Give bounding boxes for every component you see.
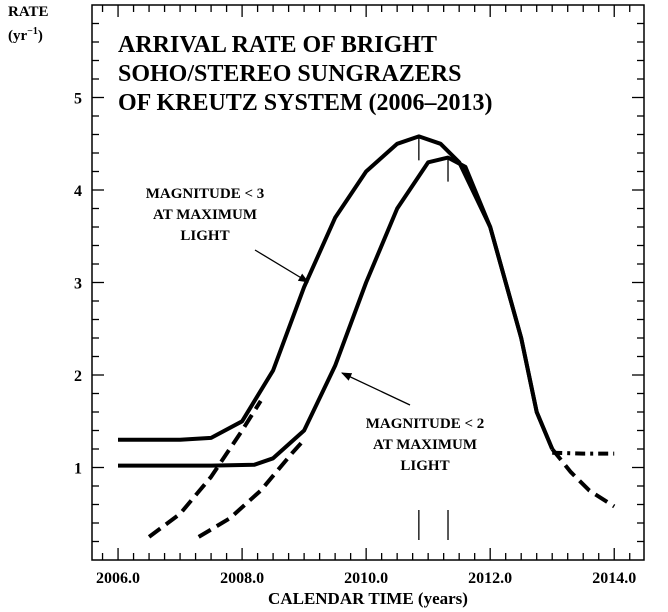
line: [118, 134, 555, 450]
line: [118, 155, 555, 468]
y-tick-label: 2: [74, 368, 82, 385]
arrow: [254, 249, 309, 283]
x-tick-label: 2010.0: [344, 570, 388, 587]
chart-title: OF KREUTZ SYSTEM (2006–2013): [118, 90, 492, 116]
line: [550, 447, 616, 509]
y-tick-label: 5: [74, 91, 82, 108]
y-tick-label: 1: [74, 461, 82, 478]
chart-title: ARRIVAL RATE OF BRIGHT: [118, 32, 437, 58]
annotation: LIGHT: [400, 458, 449, 474]
line: [552, 450, 615, 456]
x-tick-label: 2006.0: [96, 570, 140, 587]
line: [147, 399, 263, 539]
x-tick-label: 2014.0: [592, 570, 636, 587]
unit-close: ): [38, 28, 43, 44]
y-tick-label: 3: [74, 276, 82, 293]
arrow: [341, 372, 411, 406]
x-axis-label: CALENDAR TIME (years): [268, 589, 468, 608]
annotation: AT MAXIMUM: [153, 207, 257, 223]
y-tick-label: 4: [74, 183, 82, 200]
unit-base: (yr: [8, 28, 27, 44]
annotation: LIGHT: [180, 228, 229, 244]
y-axis-label: RATE: [8, 4, 49, 20]
x-tick-label: 2012.0: [468, 570, 512, 587]
unit-exponent: −1: [27, 26, 38, 37]
line: [197, 438, 306, 539]
annotation: MAGNITUDE < 3: [146, 186, 265, 202]
x-tick-label: 2008.0: [220, 570, 264, 587]
annotation: AT MAXIMUM: [373, 437, 477, 453]
chart-title: SOHO/STEREO SUNGRAZERS: [118, 61, 461, 87]
annotation: MAGNITUDE < 2: [366, 416, 485, 432]
y-axis-unit: (yr−1): [8, 26, 43, 44]
